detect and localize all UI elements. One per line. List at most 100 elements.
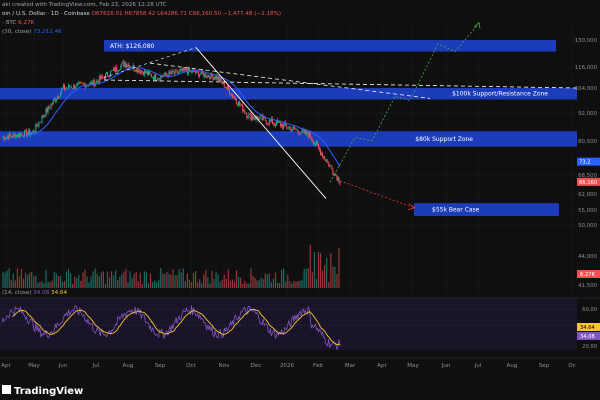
candle-body-114 <box>118 70 120 72</box>
candle-body-54 <box>56 96 58 100</box>
candle-body-37 <box>39 122 41 123</box>
volume-bar-39 <box>41 281 43 288</box>
candle-body-327 <box>336 175 338 181</box>
y-tick-2: 104,000 <box>575 86 598 92</box>
candle-body-76 <box>79 82 81 83</box>
rsi-chip-label: 34.08 <box>580 334 595 340</box>
candle-body-79 <box>82 83 84 84</box>
volume-bar-101 <box>104 283 107 288</box>
volume-bar-215 <box>221 279 223 288</box>
candle-body-316 <box>325 159 327 162</box>
candle-body-5 <box>6 136 8 138</box>
candle-body-236 <box>243 110 245 112</box>
candle-body-227 <box>234 97 236 98</box>
candle-body-263 <box>270 118 272 122</box>
volume-bar-285 <box>293 280 295 288</box>
volume-bar-239 <box>246 283 248 288</box>
candle-body-273 <box>281 124 283 127</box>
candle-body-3 <box>4 138 6 140</box>
volume-bar-81 <box>84 269 86 288</box>
volume-bar-263 <box>270 282 272 288</box>
x-tick-4: Aug <box>123 363 134 369</box>
candle-body-108 <box>112 70 114 71</box>
volume-bar-27 <box>29 272 31 288</box>
y-tick-7: 55,000 <box>578 208 597 214</box>
candle-body-312 <box>321 153 323 155</box>
candle-body-10 <box>11 136 13 138</box>
volume-bar-133 <box>137 281 139 288</box>
candle-body-50 <box>52 100 54 104</box>
candle-body-127 <box>131 68 133 69</box>
candle-body-181 <box>186 70 188 74</box>
volume-bar-253 <box>260 277 262 288</box>
candle-body-2 <box>3 136 5 140</box>
volume-bar-149 <box>154 280 156 288</box>
volume-bar-189 <box>194 270 197 288</box>
zones: ATH: $126,080 $100k Support/Resistance Zo… <box>0 40 577 216</box>
volume-bar-9 <box>10 280 12 288</box>
candle-body-100 <box>103 77 105 79</box>
candle-body-90 <box>93 79 95 86</box>
candle-body-69 <box>72 88 74 89</box>
candle-body-161 <box>166 74 168 76</box>
candle-body-61 <box>63 85 65 90</box>
candle-body-174 <box>179 69 181 71</box>
candle-body-112 <box>116 66 118 71</box>
candle-body-221 <box>227 86 229 90</box>
volume-bar-79 <box>82 272 84 288</box>
candle-body-138 <box>142 72 144 76</box>
candle-body-107 <box>111 70 113 72</box>
candle-body-318 <box>327 160 329 163</box>
volume-bar-33 <box>35 275 37 288</box>
candle-body-287 <box>295 129 297 131</box>
candle-body-130 <box>134 70 136 71</box>
candle-body-172 <box>177 72 179 74</box>
candle-body-33 <box>35 124 37 132</box>
volume-bar-303 <box>311 272 313 288</box>
candle-body-154 <box>159 78 161 80</box>
volume-bar-177 <box>182 268 184 288</box>
volume-bar-205 <box>211 270 213 288</box>
ma-legend: (30, close) <box>2 29 34 35</box>
candle-body-142 <box>146 71 148 75</box>
candle-body-49 <box>51 103 53 105</box>
bull-projection-arrowhead <box>473 21 481 29</box>
volume-bar-223 <box>229 280 232 288</box>
volume-bar-153 <box>158 279 160 288</box>
candle-body-63 <box>66 87 68 89</box>
candle-body-238 <box>245 112 247 114</box>
candle-body-226 <box>232 97 234 98</box>
candle-body-321 <box>330 165 332 167</box>
candle-body-291 <box>299 134 301 135</box>
volume-bar-29 <box>31 271 33 288</box>
volume-bar-281 <box>289 281 291 288</box>
candle-body-113 <box>117 70 119 72</box>
y-tick-6: 62,000 <box>578 192 597 198</box>
volume-bar-71 <box>74 276 76 288</box>
candle-body-302 <box>310 137 312 140</box>
candle-body-183 <box>188 67 190 71</box>
zone-label-2: $80k Support Zone <box>415 136 473 143</box>
candle-body-189 <box>195 72 197 73</box>
volume-bar-219 <box>225 278 227 288</box>
candle-body-82 <box>85 85 87 88</box>
candle-body-203 <box>209 76 211 80</box>
last-price-chip <box>577 177 600 186</box>
volume-bar-233 <box>240 277 242 288</box>
candle-body-215 <box>221 81 223 84</box>
volume-bar-329 <box>338 247 340 288</box>
candle-body-6 <box>7 136 9 140</box>
candle-body-122 <box>126 65 128 68</box>
rsi-chip <box>577 332 600 340</box>
candle-body-143 <box>147 71 149 75</box>
candle-body-171 <box>176 70 178 74</box>
candle-body-223 <box>229 94 231 96</box>
rsi-legend-value: 34.08 <box>33 290 51 296</box>
candle-body-14 <box>15 135 17 139</box>
volume-bar-95 <box>98 276 100 288</box>
candle-body-160 <box>165 72 167 75</box>
volume-bar-175 <box>180 272 182 288</box>
volume-bar-221 <box>227 269 229 288</box>
candle-body-52 <box>54 99 56 102</box>
